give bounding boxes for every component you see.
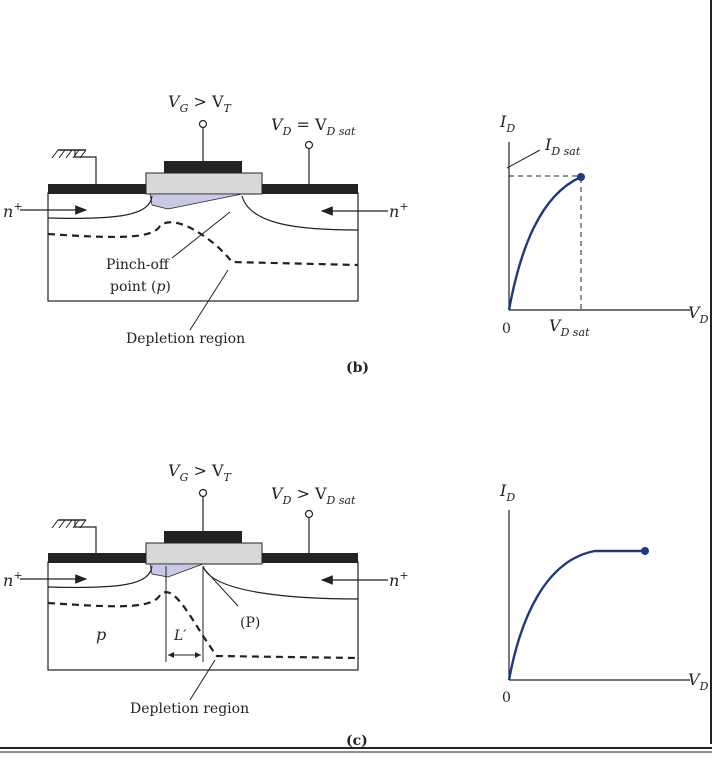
gate-terminal-b xyxy=(198,119,208,129)
source-boundary-c xyxy=(47,565,153,589)
ground-icon-c xyxy=(51,519,97,553)
drain-contact-b xyxy=(262,184,358,194)
graph-c-y-label: ID xyxy=(499,481,515,504)
graph-b-x-tick: VD sat xyxy=(549,316,590,339)
source-boundary-b xyxy=(47,195,153,219)
pinch-point-label-c: (P) xyxy=(240,615,260,631)
pinch-off-label-line1-b: Pinch-off xyxy=(106,257,170,273)
panel-c-device: VG > VT VD > VD sat n+ n+ p (P) L′ Deple… xyxy=(3,461,409,749)
gate-voltage-label-b: VG > VT xyxy=(168,92,233,115)
pinch-off-label-line2-b: point (p) xyxy=(110,279,171,295)
drain-voltage-label-b: VD = VD sat xyxy=(271,115,356,138)
depletion-edge-b xyxy=(47,221,359,267)
graph-b-origin: 0 xyxy=(502,321,511,337)
graph-c: ID 0 VD xyxy=(499,481,709,706)
gate-voltage-label-c: VG > VT xyxy=(168,461,233,484)
graph-b-sat-point xyxy=(577,173,585,181)
graph-b-y-label: ID xyxy=(499,112,515,135)
depletion-edge-c xyxy=(47,591,359,660)
pinch-pointer-b xyxy=(171,211,231,259)
graph-c-x-label: VD xyxy=(688,670,709,693)
length-label: L′ xyxy=(173,628,187,644)
depletion-region-label-b: Depletion region xyxy=(126,331,245,347)
caption-b: (b) xyxy=(346,360,369,376)
graph-c-curve xyxy=(507,549,645,681)
drain-terminal-c xyxy=(304,509,314,519)
gate-terminal-c xyxy=(198,488,208,498)
graph-c-end-point xyxy=(641,547,649,555)
gate-metal-c xyxy=(164,531,242,543)
drain-voltage-label-c: VD > VD sat xyxy=(271,484,356,507)
substrate-b xyxy=(47,192,359,302)
depletion-pointer-c xyxy=(189,659,216,701)
graph-b-curve xyxy=(507,175,582,311)
gate-oxide-c xyxy=(145,542,263,565)
source-contact-c xyxy=(48,553,146,563)
drain-n-plus-label-b: n+ xyxy=(389,200,409,221)
pinch-pointer-c xyxy=(204,569,239,607)
depletion-pointer-b xyxy=(189,269,229,331)
length-arrow-left xyxy=(168,652,174,658)
source-contact-b xyxy=(48,184,146,194)
gate-oxide-b xyxy=(145,172,263,195)
graph-b-sat-label: ID sat xyxy=(544,135,581,158)
substrate-p-label: p xyxy=(96,625,106,644)
channel-b xyxy=(149,193,243,210)
source-n-plus-label-b: n+ xyxy=(3,200,23,221)
graph-b-sat-pointer xyxy=(506,149,541,169)
length-arrow-right xyxy=(195,652,201,658)
graph-b: ID ID sat 0 VD sat VD xyxy=(499,112,709,339)
graph-c-origin: 0 xyxy=(502,690,511,706)
caption-c: (c) xyxy=(346,733,368,749)
source-n-plus-label-c: n+ xyxy=(3,569,23,590)
drain-boundary-b xyxy=(241,195,359,231)
ground-icon-b xyxy=(51,149,97,184)
drain-terminal-b xyxy=(304,140,314,150)
panel-b-device: VG > VT VD = VD sat n+ n+ Pinch-off poin… xyxy=(3,92,409,376)
graph-b-x-label: VD xyxy=(688,303,709,326)
drain-contact-c xyxy=(262,553,358,563)
gate-metal-b xyxy=(164,161,242,173)
depletion-region-label-c: Depletion region xyxy=(130,701,249,717)
drain-n-plus-label-c: n+ xyxy=(389,569,409,590)
